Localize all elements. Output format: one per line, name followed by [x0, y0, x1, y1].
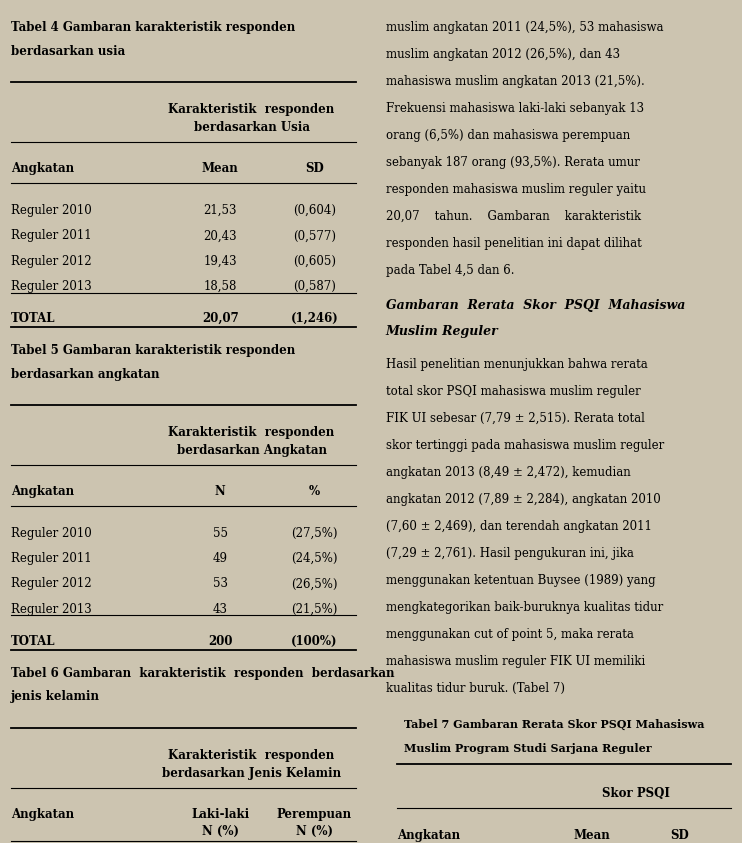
Text: Karakteristik  responden: Karakteristik responden — [168, 749, 335, 761]
Text: TOTAL: TOTAL — [11, 312, 56, 325]
Text: Angkatan: Angkatan — [397, 829, 460, 841]
Text: Tabel 7 Gambaran Rerata Skor PSQI Mahasiswa: Tabel 7 Gambaran Rerata Skor PSQI Mahasi… — [404, 719, 705, 730]
Text: Reguler 2011: Reguler 2011 — [11, 229, 92, 242]
Text: muslim angkatan 2012 (26,5%), dan 43: muslim angkatan 2012 (26,5%), dan 43 — [386, 48, 620, 61]
Text: 49: 49 — [213, 552, 228, 565]
Text: (100%): (100%) — [291, 635, 338, 647]
Text: Perempuan: Perempuan — [277, 808, 352, 820]
Text: mengkategorikan baik-buruknya kualitas tidur: mengkategorikan baik-buruknya kualitas t… — [386, 601, 663, 614]
Text: (0,604): (0,604) — [293, 204, 336, 217]
Text: Angkatan: Angkatan — [11, 162, 74, 175]
Text: Hasil penelitian menunjukkan bahwa rerata: Hasil penelitian menunjukkan bahwa rerat… — [386, 358, 648, 371]
Text: Reguler 2010: Reguler 2010 — [11, 204, 92, 217]
Text: Tabel 5 Gambaran karakteristik responden: Tabel 5 Gambaran karakteristik responden — [11, 344, 295, 357]
Text: (7,29 ± 2,761). Hasil pengukuran ini, jika: (7,29 ± 2,761). Hasil pengukuran ini, ji… — [386, 547, 634, 560]
Text: skor tertinggi pada mahasiswa muslim reguler: skor tertinggi pada mahasiswa muslim reg… — [386, 439, 664, 452]
Text: Mean: Mean — [573, 829, 610, 841]
Text: (7,60 ± 2,469), dan terendah angkatan 2011: (7,60 ± 2,469), dan terendah angkatan 20… — [386, 520, 651, 533]
Text: Karakteristik  responden: Karakteristik responden — [168, 426, 335, 438]
Text: mahasiswa muslim reguler FIK UI memiliki: mahasiswa muslim reguler FIK UI memiliki — [386, 655, 645, 668]
Text: N (%): N (%) — [202, 824, 239, 837]
Text: 200: 200 — [208, 635, 232, 647]
Text: total skor PSQI mahasiswa muslim reguler: total skor PSQI mahasiswa muslim reguler — [386, 385, 640, 398]
Text: responden hasil penelitian ini dapat dilihat: responden hasil penelitian ini dapat dil… — [386, 237, 642, 250]
Text: 43: 43 — [213, 603, 228, 615]
Text: mahasiswa muslim angkatan 2013 (21,5%).: mahasiswa muslim angkatan 2013 (21,5%). — [386, 75, 645, 88]
Text: Tabel 4 Gambaran karakteristik responden: Tabel 4 Gambaran karakteristik responden — [11, 21, 295, 34]
Text: Muslim Program Studi Sarjana Reguler: Muslim Program Studi Sarjana Reguler — [404, 743, 651, 754]
Text: SD: SD — [305, 162, 324, 175]
Text: Reguler 2013: Reguler 2013 — [11, 280, 92, 293]
Text: 55: 55 — [213, 527, 228, 540]
Text: (24,5%): (24,5%) — [291, 552, 338, 565]
Text: Skor PSQI: Skor PSQI — [602, 787, 669, 799]
Text: 20,07    tahun.    Gambaran    karakteristik: 20,07 tahun. Gambaran karakteristik — [386, 210, 641, 223]
Text: angkatan 2013 (8,49 ± 2,472), kemudian: angkatan 2013 (8,49 ± 2,472), kemudian — [386, 466, 631, 479]
Text: Mean: Mean — [202, 162, 239, 175]
Text: orang (6,5%) dan mahasiswa perempuan: orang (6,5%) dan mahasiswa perempuan — [386, 129, 630, 142]
Text: 20,43: 20,43 — [203, 229, 237, 242]
Text: (27,5%): (27,5%) — [291, 527, 338, 540]
Text: menggunakan cut of point 5, maka rerata: menggunakan cut of point 5, maka rerata — [386, 628, 634, 641]
Text: jenis kelamin: jenis kelamin — [11, 690, 100, 703]
Text: (1,246): (1,246) — [291, 312, 338, 325]
Text: berdasarkan Usia: berdasarkan Usia — [194, 121, 309, 134]
Text: menggunakan ketentuan Buysee (1989) yang: menggunakan ketentuan Buysee (1989) yang — [386, 574, 655, 587]
Text: N (%): N (%) — [296, 824, 333, 837]
Text: 18,58: 18,58 — [203, 280, 237, 293]
Text: responden mahasiswa muslim reguler yaitu: responden mahasiswa muslim reguler yaitu — [386, 183, 646, 196]
Text: Angkatan: Angkatan — [11, 808, 74, 820]
Text: Frekuensi mahasiswa laki-laki sebanyak 13: Frekuensi mahasiswa laki-laki sebanyak 1… — [386, 102, 644, 115]
Text: Reguler 2012: Reguler 2012 — [11, 577, 92, 590]
Text: SD: SD — [670, 829, 689, 841]
Text: N: N — [215, 485, 226, 497]
Text: sebanyak 187 orang (93,5%). Rerata umur: sebanyak 187 orang (93,5%). Rerata umur — [386, 156, 640, 169]
Text: Reguler 2013: Reguler 2013 — [11, 603, 92, 615]
Text: (26,5%): (26,5%) — [291, 577, 338, 590]
Text: %: % — [309, 485, 320, 497]
Text: Laki-laki: Laki-laki — [191, 808, 249, 820]
Text: Reguler 2012: Reguler 2012 — [11, 255, 92, 267]
Text: pada Tabel 4,5 dan 6.: pada Tabel 4,5 dan 6. — [386, 264, 514, 277]
Text: 21,53: 21,53 — [203, 204, 237, 217]
Text: 53: 53 — [213, 577, 228, 590]
Text: TOTAL: TOTAL — [11, 635, 56, 647]
Text: berdasarkan Angkatan: berdasarkan Angkatan — [177, 444, 326, 457]
Text: Gambaran  Rerata  Skor  PSQI  Mahasiswa: Gambaran Rerata Skor PSQI Mahasiswa — [386, 299, 685, 312]
Text: Reguler 2011: Reguler 2011 — [11, 552, 92, 565]
Text: angkatan 2012 (7,89 ± 2,284), angkatan 2010: angkatan 2012 (7,89 ± 2,284), angkatan 2… — [386, 493, 660, 506]
Text: (0,605): (0,605) — [293, 255, 336, 267]
Text: Tabel 6 Gambaran  karakteristik  responden  berdasarkan: Tabel 6 Gambaran karakteristik responden… — [11, 667, 395, 679]
Text: 19,43: 19,43 — [203, 255, 237, 267]
Text: FIK UI sebesar (7,79 ± 2,515). Rerata total: FIK UI sebesar (7,79 ± 2,515). Rerata to… — [386, 412, 645, 425]
Text: berdasarkan angkatan: berdasarkan angkatan — [11, 368, 160, 380]
Text: berdasarkan Jenis Kelamin: berdasarkan Jenis Kelamin — [162, 767, 341, 780]
Text: Karakteristik  responden: Karakteristik responden — [168, 103, 335, 115]
Text: Angkatan: Angkatan — [11, 485, 74, 497]
Text: muslim angkatan 2011 (24,5%), 53 mahasiswa: muslim angkatan 2011 (24,5%), 53 mahasis… — [386, 21, 663, 34]
Text: 20,07: 20,07 — [202, 312, 239, 325]
Text: (21,5%): (21,5%) — [291, 603, 338, 615]
Text: Reguler 2010: Reguler 2010 — [11, 527, 92, 540]
Text: berdasarkan usia: berdasarkan usia — [11, 45, 125, 57]
Text: (0,577): (0,577) — [293, 229, 336, 242]
Text: (0,587): (0,587) — [293, 280, 336, 293]
Text: Muslim Reguler: Muslim Reguler — [386, 325, 499, 337]
Text: kualitas tidur buruk. (Tabel 7): kualitas tidur buruk. (Tabel 7) — [386, 682, 565, 695]
